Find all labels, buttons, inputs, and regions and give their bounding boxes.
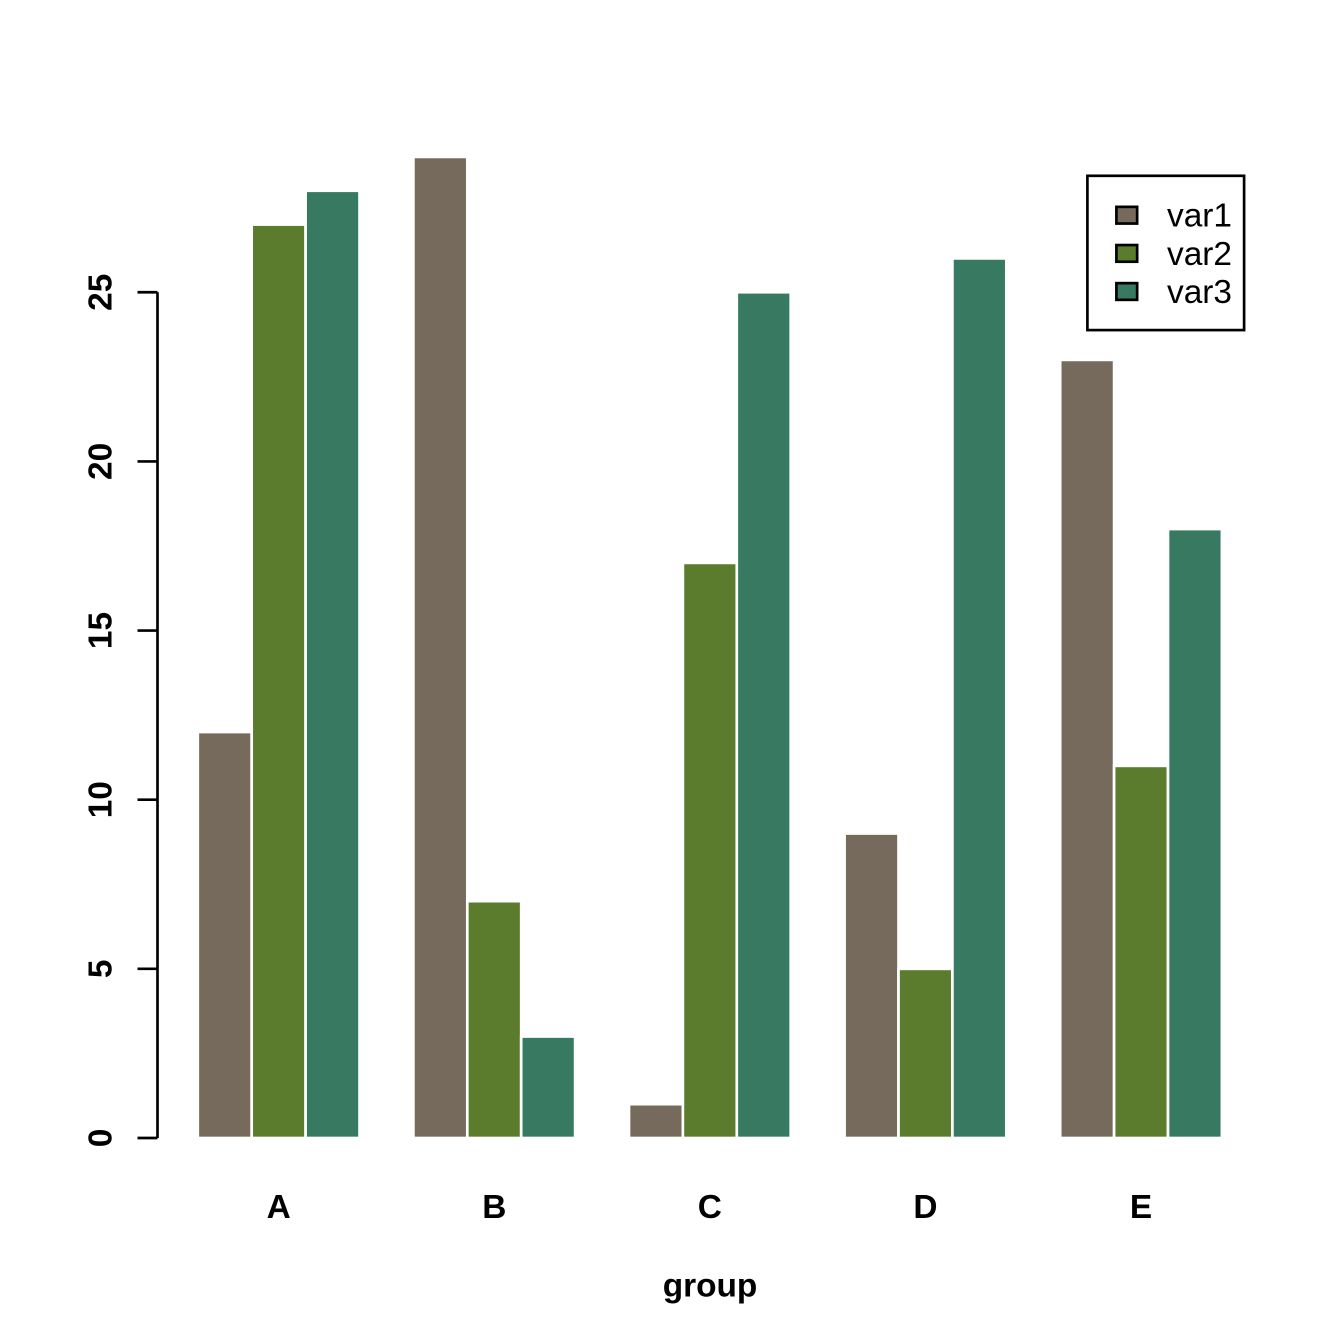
svg-text:15: 15	[83, 612, 120, 649]
svg-text:0: 0	[83, 1129, 120, 1148]
svg-text:10: 10	[83, 781, 120, 818]
svg-text:var1: var1	[1167, 198, 1232, 235]
svg-text:25: 25	[83, 274, 120, 311]
svg-text:20: 20	[83, 443, 120, 480]
svg-text:D: D	[913, 1189, 937, 1226]
svg-text:group: group	[663, 1267, 758, 1304]
svg-text:var2: var2	[1167, 236, 1232, 273]
svg-text:5: 5	[83, 960, 120, 979]
svg-text:E: E	[1130, 1189, 1152, 1226]
svg-text:A: A	[267, 1189, 291, 1226]
svg-text:C: C	[698, 1189, 722, 1226]
svg-text:B: B	[482, 1189, 506, 1226]
svg-text:var3: var3	[1167, 274, 1232, 311]
